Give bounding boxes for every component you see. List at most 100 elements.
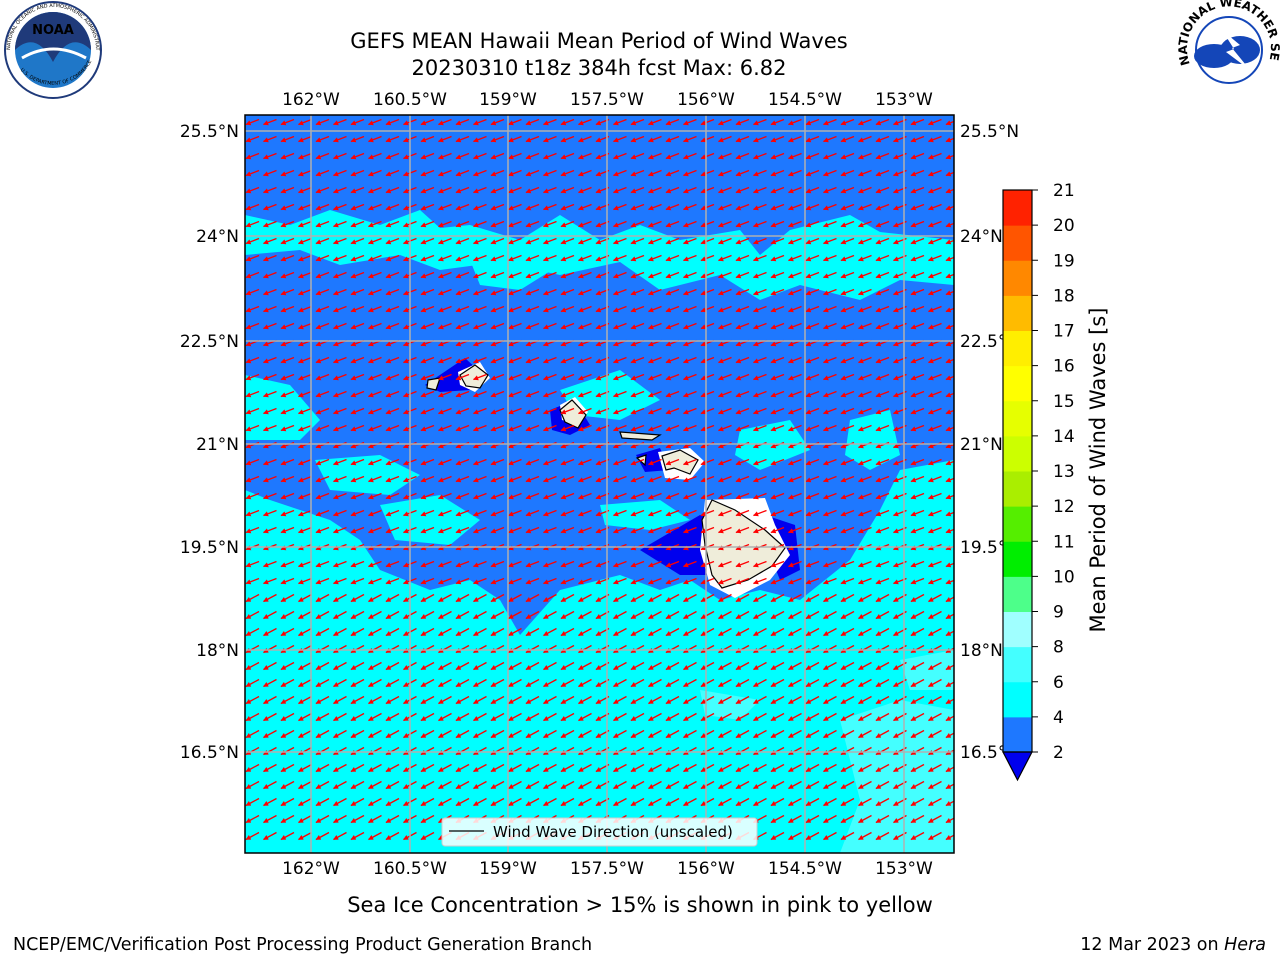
wind-arrow [525,254,540,262]
wind-arrow [333,169,347,177]
wind-arrow [578,390,592,398]
wind-arrow [770,407,785,415]
colorbar-tick-label-7: 12 [1053,497,1075,517]
wind-arrow [385,271,400,279]
wind-arrow [245,220,260,228]
wind-arrow [665,271,680,279]
wind-arrow [630,186,645,194]
wind-arrow [473,356,487,364]
wind-arrow [753,356,767,364]
wind-arrow [333,237,347,245]
wind-arrow [263,169,277,177]
wind-arrow [298,254,312,262]
wind-arrow [613,271,627,279]
wind-arrow [630,305,645,313]
wind-arrow [560,169,575,177]
wind-arrow [648,407,662,415]
wind-arrow [735,322,750,330]
wind-arrow [683,356,697,364]
wind-arrow [683,169,697,177]
wind-arrow [840,254,855,262]
wind-arrow [840,135,855,143]
colorbar-bin-13 [1003,260,1032,296]
wind-arrow [700,356,715,364]
wind-arrow [245,407,260,415]
colorbar-bin-14 [1003,225,1032,261]
wind-arrow [735,356,750,364]
wind-arrow [333,322,347,330]
colorbar-tick-label-9: 14 [1053,427,1075,447]
wind-arrow [245,237,260,245]
wind-arrow [945,239,954,245]
wind-arrow [875,271,890,279]
wind-arrow [788,407,802,415]
wind-arrow [560,407,575,415]
wind-arrow [648,203,662,211]
wind-arrow [770,288,785,296]
wind-arrow [350,390,365,398]
wind-arrow [245,322,260,330]
wind-arrow [910,322,925,330]
wind-arrow [735,237,750,245]
wind-arrow [368,407,382,415]
wind-arrow [718,169,732,177]
wind-arrow [543,152,557,160]
wind-arrow [473,373,487,381]
wind-arrow [438,305,452,313]
wind-arrow [490,390,505,398]
wind-arrow [718,203,732,211]
wind-arrow [788,271,802,279]
wind-arrow [823,407,837,415]
wind-arrow [700,254,715,262]
wind-arrow [805,322,820,330]
wind-arrow [578,288,592,296]
wind-arrow [438,203,452,211]
wind-arrow [438,186,452,194]
wind-arrow [508,390,522,398]
wind-arrow [630,271,645,279]
wind-arrow [788,373,802,381]
colorbar: 2 4 6 8 9 10 11 12 13 14 15 16 17 18 19 20 21 [1002,181,1075,782]
wind-arrow [718,118,732,126]
wind-arrow [700,169,715,177]
wind-arrow [578,118,592,126]
wind-arrow [630,118,645,126]
wind-arrow [350,186,365,194]
wind-arrow [315,135,330,143]
wind-arrow [420,288,435,296]
wind-arrow [333,373,347,381]
wind-arrow [613,169,627,177]
wind-arrow [788,220,802,228]
wind-arrow [385,186,400,194]
wind-arrow [438,322,452,330]
wind-arrow [875,407,890,415]
wind-arrow [350,356,365,364]
wind-arrow [543,424,557,432]
wind-arrow [578,373,592,381]
wind-arrow [910,186,925,194]
wind-arrow [753,322,767,330]
wind-arrow [525,305,540,313]
colorbar-bin-11 [1003,330,1032,367]
wind-arrow [333,135,347,143]
lon-label-top-0: 162°W [282,90,340,110]
wind-arrow [333,203,347,211]
legend-label: Wind Wave Direction (unscaled) [493,823,733,841]
wind-arrow [473,203,487,211]
wind-arrow [543,220,557,228]
wind-arrow [385,220,400,228]
lat-label-left-6: 16.5°N [180,743,239,763]
wind-arrow [823,152,837,160]
wind-arrow [665,169,680,177]
wind-arrow [753,288,767,296]
wind-arrow [613,152,627,160]
wind-arrow [630,288,645,296]
wind-arrow [508,322,522,330]
wind-arrow [508,305,522,313]
wind-arrow [385,288,400,296]
wind-arrow [630,169,645,177]
wind-arrow [385,322,400,330]
wind-arrow [420,254,435,262]
wind-arrow [683,271,697,279]
wind-arrow [823,135,837,143]
